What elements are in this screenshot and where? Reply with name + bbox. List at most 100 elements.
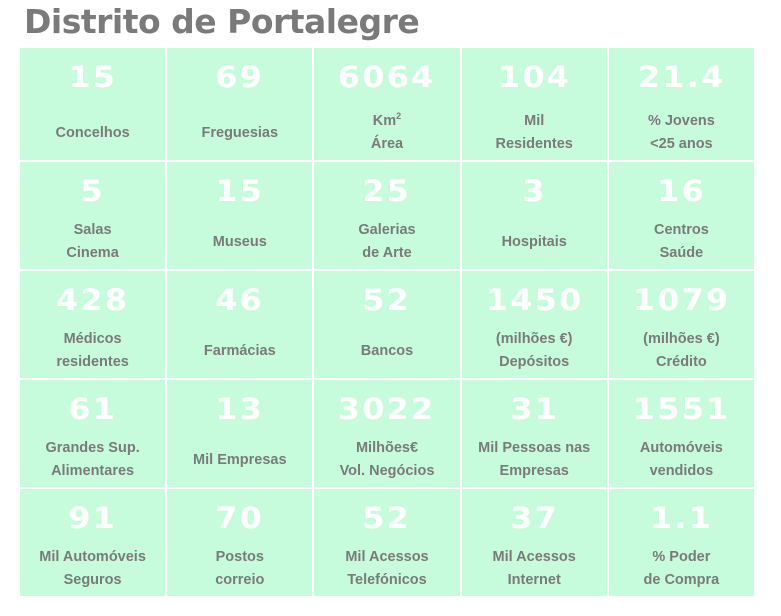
stat-label-line: Galerias — [314, 219, 459, 242]
stat-label-line: Milhões€ — [314, 437, 459, 460]
stat-value: 31 — [509, 392, 559, 426]
stat-cell: 1450 (milhões €) Depósitos — [461, 271, 607, 378]
stat-value: 1450 — [485, 283, 583, 317]
stat-label: Milhões€ Vol. Negócios — [314, 435, 459, 485]
label-text: residentes — [56, 354, 129, 370]
stat-value: 25 — [362, 174, 412, 208]
stat-label: % Jovens <25 anos — [609, 108, 754, 158]
stat-cell: 52 Bancos — [314, 271, 460, 378]
stat-value: 3022 — [338, 392, 436, 426]
stat-label-line: (milhões €) — [609, 328, 754, 351]
label-text: Hospitais — [501, 233, 567, 250]
stat-label-line: Telefónicos — [314, 569, 459, 592]
label-text: Freguesias — [201, 124, 279, 141]
stat-label: (milhões €) Crédito — [609, 326, 754, 376]
stat-label-line: Freguesias — [167, 122, 312, 145]
stat-label: Museus — [167, 217, 312, 267]
stat-value: 61 — [68, 392, 117, 426]
stat-value: 428 — [55, 283, 130, 317]
label-text: Empresas — [499, 463, 569, 479]
stat-label-line: de Arte — [314, 242, 459, 265]
stat-value: 46 — [215, 283, 265, 317]
stat-cell: 69 Freguesias — [167, 48, 313, 160]
stat-value: 5 — [80, 174, 105, 208]
stat-value: 104 — [497, 60, 571, 94]
stat-label: Concelhos — [20, 108, 165, 158]
stat-label-line: Empresas — [462, 460, 607, 483]
stat-label-line: Seguros — [20, 569, 165, 592]
stat-cell: 21.4 % Jovens <25 anos — [608, 48, 754, 160]
stat-label: Médicos residentes — [20, 326, 165, 376]
stat-cell: 70 Postos correio — [167, 489, 313, 596]
stat-label-line: Mil Acessos — [314, 546, 459, 569]
stat-value: 13 — [215, 392, 265, 426]
stat-label: Galerias de Arte — [314, 217, 459, 267]
stat-cell: 3022 Milhões€ Vol. Negócios — [314, 380, 460, 487]
stat-label-line: Museus — [167, 231, 312, 254]
stat-label-line: Cinema — [20, 242, 165, 265]
stat-label: Bancos — [314, 326, 459, 376]
stat-value: 15 — [215, 174, 265, 208]
label-text: Residentes — [495, 136, 573, 152]
stat-cell: 15 Museus — [167, 162, 313, 269]
stat-cell: 16 Centros Saúde — [608, 162, 754, 269]
label-text: Automóveis — [639, 440, 723, 456]
stat-label-line: (milhões €) — [462, 328, 607, 351]
stat-label-line: vendidos — [609, 460, 754, 483]
stat-label-line: % Poder — [609, 546, 754, 569]
stat-value: 52 — [362, 501, 412, 535]
label-text: (milhões €) — [643, 331, 720, 347]
label-text: Farmácias — [203, 342, 276, 359]
label-text: Mil Pessoas nas — [478, 440, 591, 456]
label-text: Depósitos — [499, 354, 570, 370]
label-text: Mil Automóveis — [39, 549, 146, 565]
stat-label-line: Mil Empresas — [167, 449, 312, 472]
stat-label-line: Mil Acessos — [462, 546, 607, 569]
stat-label-line: Mil Automóveis — [20, 546, 165, 569]
stat-cell: 52 Mil Acessos Telefónicos — [314, 489, 460, 596]
stat-label-line: Crédito — [609, 351, 754, 374]
stat-cell: 37 Mil Acessos Internet — [461, 489, 607, 596]
stat-value: 3 — [521, 174, 547, 208]
stat-label: Mil Automóveis Seguros — [20, 544, 165, 594]
label-text: Bancos — [360, 342, 414, 359]
label-text: Crédito — [656, 354, 707, 370]
label-text: Mil Empresas — [193, 451, 287, 468]
stat-label-line: Alimentares — [20, 460, 165, 483]
label-text: Km — [372, 113, 397, 129]
stat-value: 52 — [362, 283, 412, 317]
label-text: Seguros — [63, 572, 122, 588]
stat-cell: 3 Hospitais — [461, 162, 607, 269]
stat-label: Farmácias — [167, 326, 312, 376]
label-text: Saúde — [659, 245, 704, 261]
stat-value: 1.1 — [649, 501, 713, 535]
stat-cell: 428 Médicos residentes — [20, 271, 166, 378]
stat-label: Postos correio — [167, 544, 312, 594]
stat-label-line: Mil — [462, 110, 607, 133]
stat-label-line: Médicos — [20, 328, 165, 351]
stat-label: Mil Acessos Internet — [462, 544, 607, 594]
label-text: Museus — [212, 233, 267, 250]
stat-value: 15 — [68, 60, 117, 94]
stat-cell: 104 Mil Residentes — [461, 48, 607, 160]
label-text: Cinema — [66, 245, 119, 261]
stat-label: Mil Acessos Telefónicos — [314, 544, 459, 594]
stat-label: Freguesias — [167, 108, 312, 158]
label-text: <25 anos — [650, 136, 713, 152]
stat-value: 16 — [656, 174, 706, 208]
page-title: Distrito de Portalegre — [24, 2, 420, 41]
stat-cell: 1551 Automóveis vendidos — [608, 380, 754, 487]
label-text: Alimentares — [51, 463, 135, 479]
stat-value: 69 — [215, 60, 265, 94]
stat-label: (milhões €) Depósitos — [462, 326, 607, 376]
stat-label-line: Saúde — [609, 242, 754, 265]
stat-label-line: Km2 — [314, 110, 459, 133]
stat-value: 91 — [68, 501, 117, 535]
label-text: Mil — [524, 113, 545, 129]
stat-label: Centros Saúde — [609, 217, 754, 267]
stat-cell: 13 Mil Empresas — [167, 380, 313, 487]
label-text: Internet — [507, 572, 561, 588]
stat-cell: 91 Mil Automóveis Seguros — [20, 489, 166, 596]
label-text: Telefónicos — [347, 572, 427, 588]
stat-label: Grandes Sup. Alimentares — [20, 435, 165, 485]
